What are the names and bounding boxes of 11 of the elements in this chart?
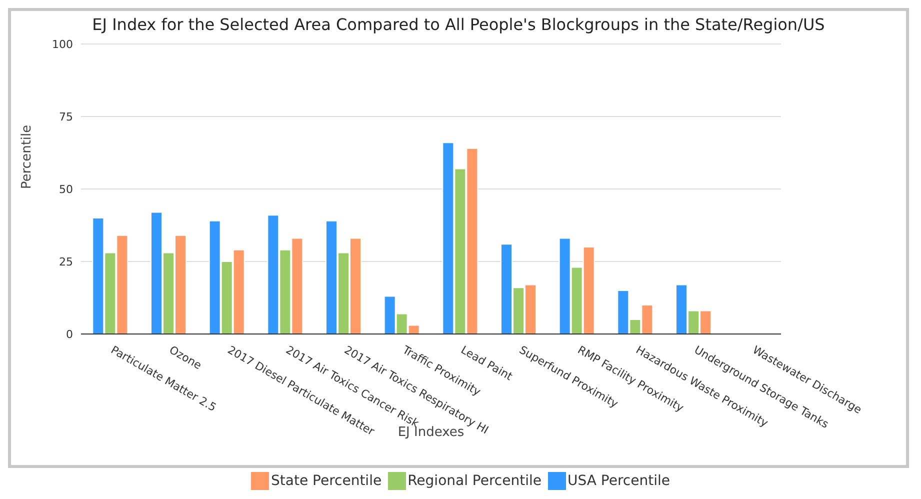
y-tick-label: 100 [52,38,73,51]
chart-title: EJ Index for the Selected Area Compared to All People's Blockgroups in the State/Region/US [91,15,826,34]
y-tick-label: 0 [66,328,73,341]
y-tick-label: 75 [59,110,73,124]
y-axis-title: Percentile [20,124,35,189]
y-tick-label: 25 [59,255,73,268]
y-tick-label: 50 [59,182,73,196]
x-axis-title: EJ Indexes [398,425,464,440]
legend-label: USA Percentile [566,472,670,490]
legend-label: State Percentile [270,472,382,490]
legend-label: Regional Percentile [406,472,542,490]
